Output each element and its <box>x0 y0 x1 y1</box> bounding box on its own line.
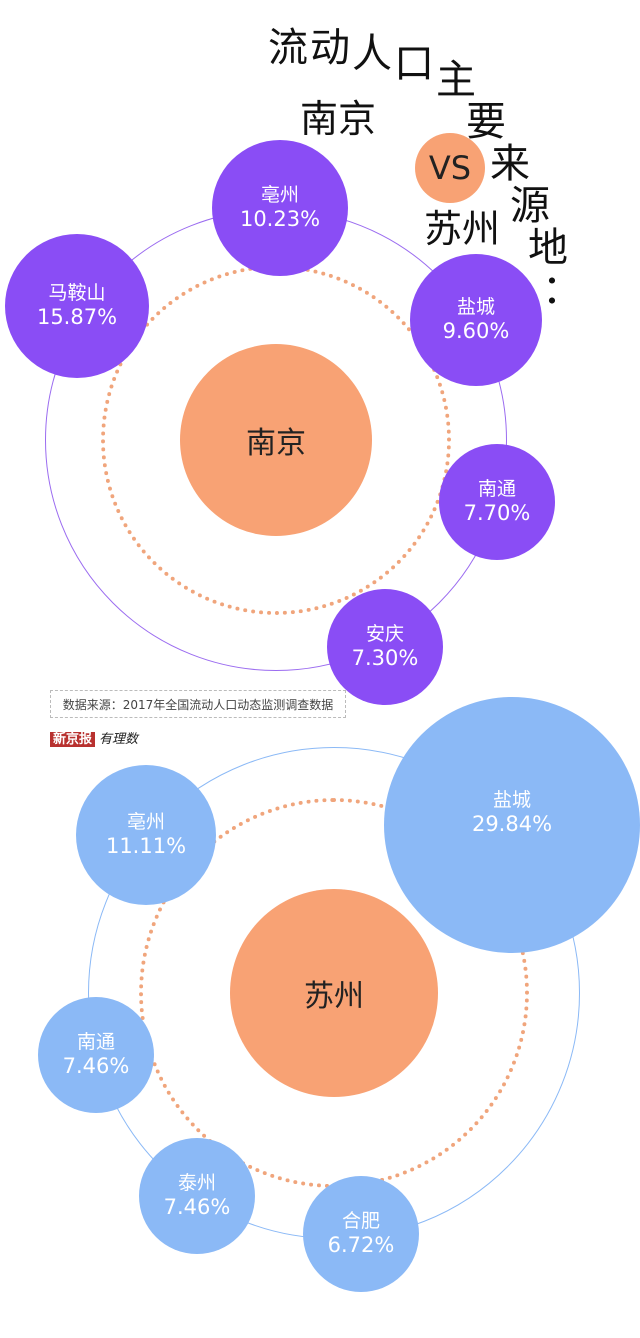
title-char: 流 <box>268 25 308 71</box>
bubble-pct: 29.84% <box>471 811 553 836</box>
suzhou-bubble: 盐城 29.84% <box>384 697 640 953</box>
suzhou-bubble: 泰州 7.46% <box>139 1138 255 1254</box>
title-char: 要 <box>466 99 506 145</box>
bubble-pct: 15.87% <box>36 304 118 329</box>
bubble-pct: 10.23% <box>239 206 321 231</box>
vs-badge: VS <box>415 133 485 203</box>
vs-left: 南京 <box>300 97 377 141</box>
nanjing-bubble: 安庆 7.30% <box>327 589 443 705</box>
bubble-name: 南通 <box>76 1031 115 1053</box>
title-char: 来 <box>490 141 530 187</box>
vs-right: 苏州 <box>424 207 501 251</box>
title-char: 地 <box>528 225 568 271</box>
nanjing-bubble: 亳州 10.23% <box>212 140 348 276</box>
nanjing-center: 南京 <box>180 344 372 536</box>
title-char: 源 <box>510 183 550 229</box>
title-char: 动 <box>310 25 350 71</box>
logo-column: 有理数 <box>99 732 139 747</box>
title-char: 人 <box>352 31 392 77</box>
bubble-name: 亳州 <box>260 184 299 206</box>
bubble-pct: 9.60% <box>442 318 510 343</box>
bubble-name: 泰州 <box>177 1172 216 1194</box>
bubble-pct: 11.11% <box>105 833 187 858</box>
nanjing-bubble: 南通 7.70% <box>439 444 555 560</box>
bubble-name: 马鞍山 <box>48 282 106 304</box>
bubble-name: 盐城 <box>456 296 495 318</box>
logo-brand: 新京报 <box>50 732 96 747</box>
title-char: ： <box>542 267 582 313</box>
source-note: 数据来源：2017年全国流动人口动态监测调查数据 <box>50 690 346 718</box>
logo: 新京报 有理数 <box>50 728 138 747</box>
bubble-name: 亳州 <box>126 811 165 833</box>
bubble-name: 安庆 <box>365 623 404 645</box>
suzhou-center: 苏州 <box>230 889 438 1097</box>
bubble-pct: 7.46% <box>163 1194 231 1219</box>
title-char: 口 <box>394 41 434 87</box>
bubble-name: 南通 <box>477 478 516 500</box>
bubble-name: 盐城 <box>492 789 531 811</box>
bubble-pct: 6.72% <box>327 1232 395 1257</box>
bubble-name: 合肥 <box>341 1210 380 1232</box>
bubble-pct: 7.70% <box>463 500 531 525</box>
nanjing-bubble: 马鞍山 15.87% <box>5 234 149 378</box>
bubble-pct: 7.30% <box>351 645 419 670</box>
suzhou-bubble: 亳州 11.11% <box>76 765 216 905</box>
title-char: 主 <box>436 57 476 103</box>
suzhou-bubble: 南通 7.46% <box>38 997 154 1113</box>
bubble-pct: 7.46% <box>62 1053 130 1078</box>
suzhou-bubble: 合肥 6.72% <box>303 1176 419 1292</box>
nanjing-bubble: 盐城 9.60% <box>410 254 542 386</box>
